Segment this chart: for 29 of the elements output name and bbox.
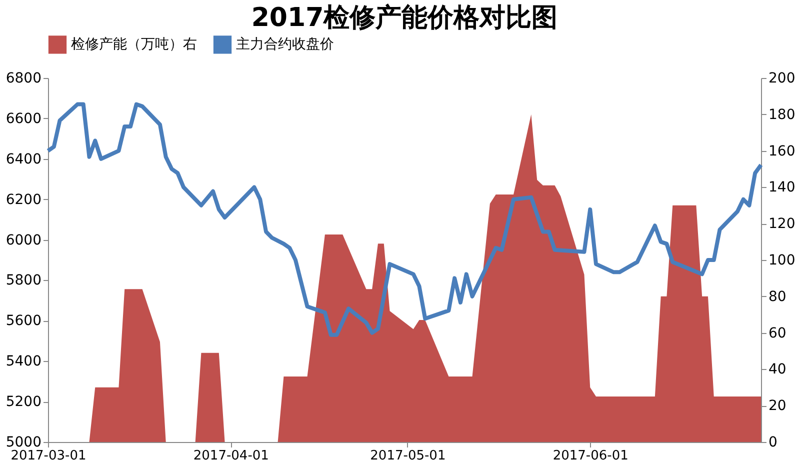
x-tick-label: 2017-06-01 [552,448,628,464]
y2-tick-label: 80 [768,288,786,305]
x-tick-label: 2017-05-01 [370,448,446,464]
y-tick-label: 6600 [6,110,42,127]
y2-tick-label: 40 [768,362,786,378]
y2-tick-label: 180 [768,106,796,123]
y-tick-label: 6800 [6,70,42,86]
chart-title: 2017检修产能价格对比图 [251,3,558,33]
x-tick-label: 2017-04-01 [193,448,269,464]
y2-tick-label: 100 [768,252,796,268]
y-tick-label: 5200 [6,394,42,410]
y2-tick-label: 20 [768,398,786,414]
y2-tick-label: 120 [768,216,796,232]
legend-label: 检修产能（万吨）右 [71,36,197,53]
y2-tick-label: 160 [768,143,796,160]
y-tick-label: 6000 [6,232,42,248]
y2-tick-label: 0 [768,434,778,450]
y2-tick-label: 140 [768,180,796,196]
y-tick-label: 5600 [6,313,42,330]
y-tick-label: 6400 [6,151,42,168]
line-series [46,102,763,337]
y2-tick-label: 200 [768,70,796,86]
y-tick-label: 6200 [6,192,42,208]
x-tick-label: 2017-03-01 [10,448,86,464]
y-tick-label: 5000 [6,434,42,450]
legend-label: 主力合约收盘价 [236,36,334,53]
y-tick-label: 5400 [6,354,42,370]
y-tick-label: 5800 [6,272,42,289]
y2-tick-label: 60 [768,325,786,342]
